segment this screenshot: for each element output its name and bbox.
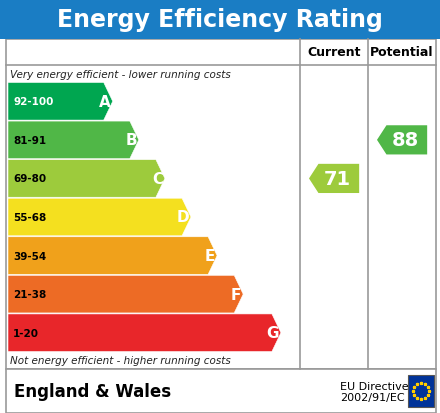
Text: 88: 88 [391, 131, 418, 150]
Text: D: D [176, 210, 189, 225]
Text: G: G [266, 325, 279, 340]
Polygon shape [8, 83, 113, 121]
Text: England & Wales: England & Wales [14, 382, 171, 400]
Text: Very energy efficient - lower running costs: Very energy efficient - lower running co… [10, 69, 231, 79]
Text: 21-38: 21-38 [13, 290, 46, 299]
Text: Potential: Potential [370, 46, 434, 59]
Polygon shape [8, 160, 165, 198]
Bar [6, 369, 436, 413]
Polygon shape [376, 125, 428, 156]
Polygon shape [8, 314, 281, 351]
Text: 55-68: 55-68 [13, 212, 46, 223]
Text: 92-100: 92-100 [13, 97, 53, 107]
Text: 71: 71 [323, 169, 351, 188]
Text: Not energy efficient - higher running costs: Not energy efficient - higher running co… [10, 356, 231, 366]
Bar [0, 0, 440, 40]
Text: 2002/91/EC: 2002/91/EC [340, 392, 405, 402]
Bar [408, 375, 434, 407]
Text: EU Directive: EU Directive [340, 381, 409, 391]
Polygon shape [8, 276, 243, 313]
Bar [6, 40, 436, 369]
Text: E: E [205, 249, 215, 263]
Text: C: C [152, 171, 163, 187]
Text: F: F [231, 287, 241, 302]
Text: 1-20: 1-20 [13, 328, 39, 338]
Polygon shape [8, 122, 139, 159]
Text: 69-80: 69-80 [13, 174, 46, 184]
Text: Current: Current [307, 46, 361, 59]
Text: A: A [99, 95, 111, 109]
Text: 39-54: 39-54 [13, 251, 46, 261]
Text: B: B [125, 133, 137, 148]
Text: 81-91: 81-91 [13, 135, 46, 145]
Polygon shape [8, 199, 191, 236]
Polygon shape [8, 237, 217, 275]
Text: Energy Efficiency Rating: Energy Efficiency Rating [57, 8, 383, 32]
Polygon shape [308, 164, 360, 195]
